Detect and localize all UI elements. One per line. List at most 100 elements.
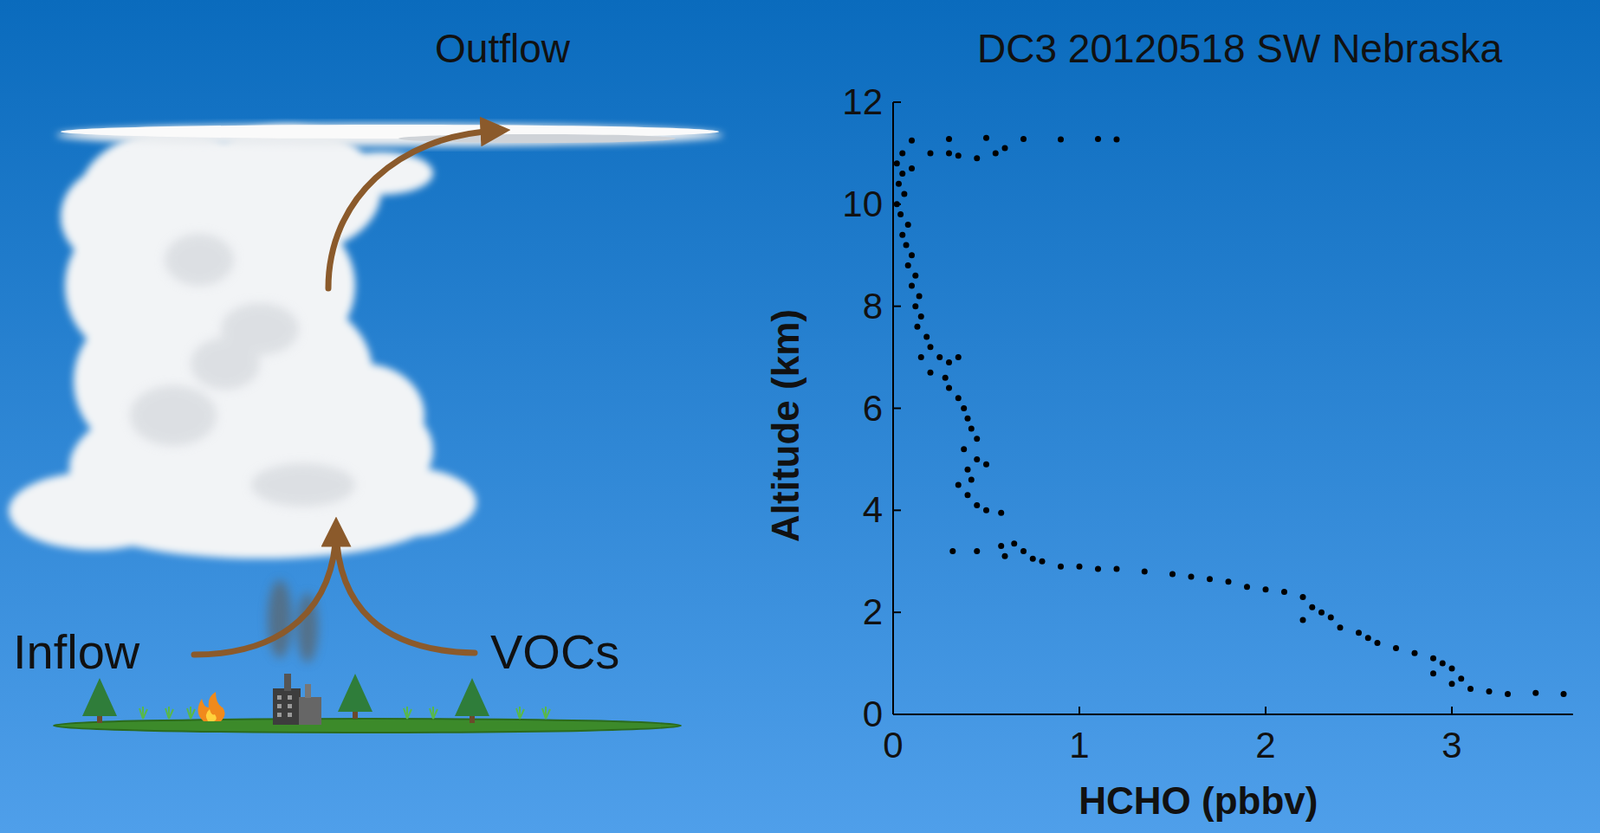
label: Inflow	[12, 624, 141, 680]
window	[287, 695, 292, 700]
point	[912, 303, 919, 310]
point	[965, 415, 972, 422]
point	[927, 149, 934, 156]
x-tick-label: 3	[1441, 725, 1462, 766]
x-tick	[1078, 706, 1081, 715]
points	[893, 135, 1568, 698]
point	[905, 262, 912, 269]
point	[983, 135, 990, 142]
point	[1094, 136, 1102, 143]
point	[916, 292, 923, 299]
point	[955, 354, 962, 361]
point	[899, 232, 906, 239]
point	[973, 456, 980, 463]
y-tick	[893, 305, 901, 308]
point	[1300, 594, 1307, 601]
x-axis-title: HCHO (pbbv)	[1078, 779, 1318, 823]
page: {"diagram": {"title": "Outflow", "labels…	[0, 0, 1600, 833]
point	[983, 461, 990, 468]
fire	[197, 692, 225, 722]
point	[955, 395, 962, 402]
point	[1141, 569, 1148, 576]
point	[1243, 583, 1251, 590]
y-tick-label: 12	[842, 81, 883, 123]
point	[918, 313, 925, 320]
x-tick	[1264, 706, 1267, 715]
point	[960, 446, 967, 453]
point	[1449, 665, 1456, 672]
point	[1327, 615, 1335, 622]
factory	[298, 697, 322, 726]
point	[923, 334, 930, 341]
point	[1281, 589, 1288, 596]
point	[1412, 650, 1419, 657]
flow-arrow	[333, 531, 340, 555]
chart: DC3 20120518 SW Nebraska0246810120123HCH…	[764, 25, 1574, 823]
point	[1449, 680, 1456, 687]
point	[983, 507, 990, 514]
point	[1002, 553, 1009, 560]
point	[1392, 645, 1400, 652]
point	[1365, 634, 1372, 642]
grass	[542, 706, 551, 720]
tree	[454, 678, 490, 717]
point	[942, 375, 949, 382]
chimney	[284, 673, 292, 692]
point	[973, 155, 980, 162]
point	[1020, 548, 1027, 555]
point	[945, 136, 953, 143]
y-tick-label: 6	[862, 388, 883, 429]
y-tick	[893, 713, 901, 716]
point	[918, 354, 925, 361]
point	[899, 170, 906, 177]
y-tick-label: 10	[842, 183, 883, 225]
point	[945, 149, 953, 156]
x-tick-label: 2	[1255, 725, 1276, 766]
background	[0, 0, 1600, 833]
point	[1561, 691, 1568, 698]
tree	[337, 673, 373, 713]
point	[968, 426, 975, 433]
fire-core	[206, 709, 217, 722]
flow-arrow	[194, 530, 337, 655]
point	[945, 359, 953, 366]
point	[973, 502, 980, 509]
point	[912, 272, 919, 279]
point	[1355, 629, 1362, 636]
y-tick-label: 2	[862, 591, 883, 633]
point	[893, 160, 901, 167]
cloud-shade-blob	[129, 385, 217, 447]
point	[1039, 558, 1046, 565]
grass	[516, 706, 525, 720]
smoke-plume	[267, 580, 292, 659]
x-tick	[1451, 706, 1453, 715]
point	[1169, 570, 1176, 577]
cloud-shade-blob	[251, 463, 356, 507]
point	[903, 241, 910, 248]
point	[895, 181, 902, 188]
x-tick-label: 1	[1068, 725, 1089, 766]
ground	[53, 719, 681, 733]
x-tick	[892, 706, 894, 715]
point	[1057, 136, 1064, 143]
point	[1486, 688, 1493, 695]
point	[897, 211, 904, 218]
window	[277, 704, 282, 709]
y-tick-label: 4	[862, 489, 883, 531]
flow-arrow	[328, 130, 496, 289]
y-tick	[893, 611, 901, 614]
point	[955, 152, 962, 159]
point	[1188, 573, 1195, 580]
point	[997, 510, 1005, 517]
window	[287, 704, 292, 709]
grass	[165, 706, 174, 720]
cloud-blob	[303, 363, 425, 468]
point	[1094, 566, 1102, 573]
point	[965, 492, 972, 499]
cloud-shade	[129, 233, 356, 507]
y-tick-label: 0	[862, 693, 883, 735]
grass	[429, 706, 438, 720]
point	[1076, 563, 1083, 571]
tree	[82, 678, 117, 717]
point	[908, 165, 915, 172]
